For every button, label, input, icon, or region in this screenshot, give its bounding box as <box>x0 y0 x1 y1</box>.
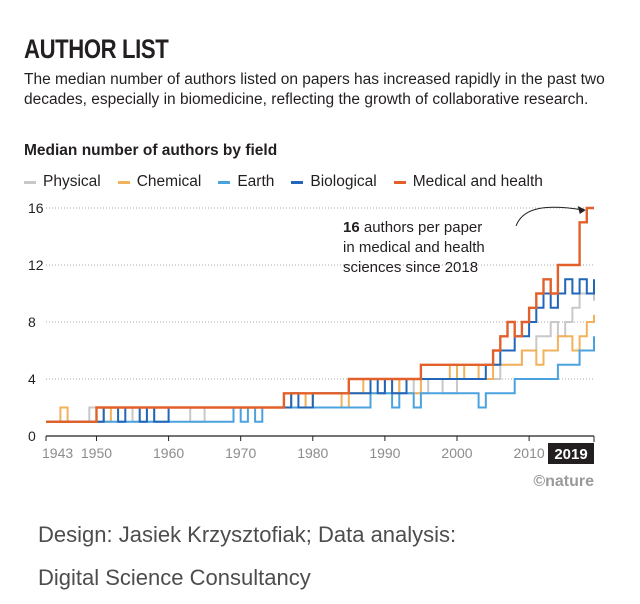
x-end-label-box <box>548 443 594 464</box>
series-line-chemical <box>46 314 595 423</box>
chart-title: Median number of authors by field <box>24 142 278 159</box>
credit-line-1: Design: Jasiek Krzysztofiak; Data analys… <box>38 522 457 547</box>
series-line-biological <box>46 278 595 423</box>
legend-label-biological: Biological <box>310 173 377 190</box>
x-tick-label-1950: 1950 <box>81 445 112 461</box>
y-tick-label-4: 4 <box>28 371 36 387</box>
legend-label-physical: Physical <box>43 173 101 190</box>
legend-item-chemical: Chemical <box>117 173 202 191</box>
annotation-line-3: sciences since 2018 <box>343 259 478 276</box>
x-end-label: 2019 <box>554 446 587 463</box>
credit-line-2: Digital Science Consultancy <box>38 565 311 590</box>
page-title: AUTHOR LIST <box>24 34 169 64</box>
y-tick-label-16: 16 <box>28 200 44 216</box>
y-tick-label-12: 12 <box>28 257 44 273</box>
legend-swatch-medical <box>393 180 406 184</box>
x-tick-label-2000: 2000 <box>441 445 472 461</box>
annotation-line-2: in medical and health <box>343 239 485 256</box>
legend-swatch-earth <box>218 180 231 184</box>
x-tick-label-1960: 1960 <box>153 445 184 461</box>
legend-item-physical: Physical <box>24 173 101 191</box>
legend-item-earth: Earth <box>218 173 274 191</box>
legend-swatch-chemical <box>117 180 130 184</box>
x-tick-label-1943: 1943 <box>42 445 73 461</box>
y-tick-label-8: 8 <box>28 314 36 330</box>
page-subtitle: The median number of authors listed on p… <box>24 71 605 108</box>
legend-swatch-physical <box>24 180 36 184</box>
y-tick-label-0: 0 <box>28 428 36 444</box>
x-tick-label-1970: 1970 <box>225 445 256 461</box>
series-line-medical-and-health <box>46 206 594 423</box>
annotation-arrowhead <box>577 206 586 214</box>
chart-legend: Physical Chemical Earth Biological Medic… <box>24 172 560 192</box>
annotation-arrow <box>515 206 583 227</box>
x-tick-label-2010: 2010 <box>514 445 545 461</box>
legend-label-medical: Medical and health <box>412 173 543 190</box>
legend-item-biological: Biological <box>291 173 377 191</box>
nature-logo: ©nature <box>533 473 594 490</box>
legend-label-chemical: Chemical <box>136 173 202 190</box>
annotation-line-1: 16 authors per paper <box>343 219 482 236</box>
series-line-physical <box>46 292 595 423</box>
x-tick-label-1990: 1990 <box>369 445 400 461</box>
legend-swatch-biological <box>291 180 304 184</box>
legend-label-earth: Earth <box>237 173 275 190</box>
legend-item-medical: Medical and health <box>393 173 543 191</box>
x-tick-label-1980: 1980 <box>297 445 328 461</box>
